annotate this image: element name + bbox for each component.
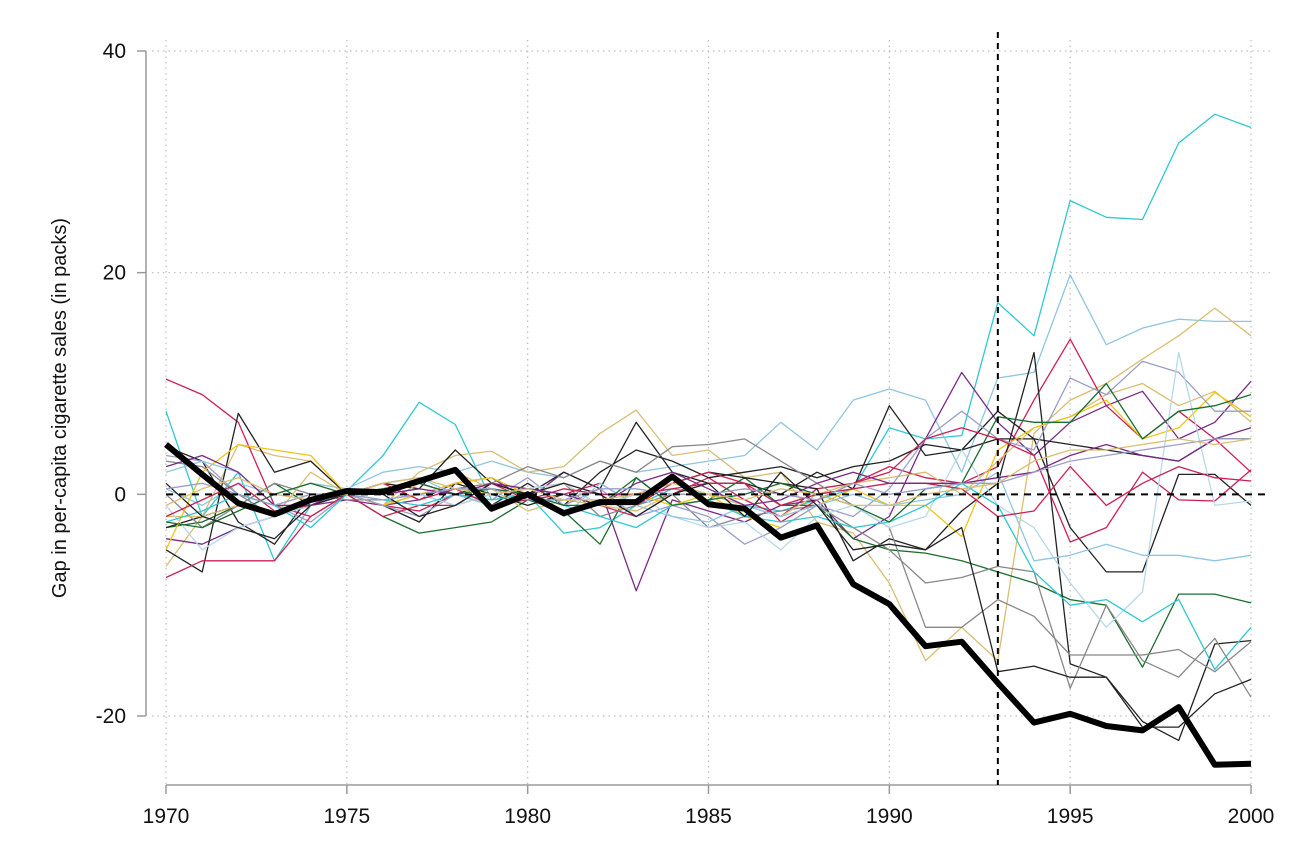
y-tick-label: 40 [103,40,126,63]
donor-series-line [165,438,1252,673]
donor-series-group [165,113,1252,742]
x-tick-label: 1975 [323,805,370,828]
donor-series-line [165,438,1252,507]
gridlines [152,40,1270,785]
donor-series-line [165,391,1252,551]
y-tick-label: -20 [96,705,126,728]
x-tick-label: 1970 [143,805,190,828]
tick-labels: -20 0 20 40 1970 1975 1980 1985 1990 1995 2000 [96,40,1275,828]
y-tick-label: 0 [114,483,126,506]
y-axis-title: Gap in per-capita cigarette sales (in pa… [49,218,71,598]
x-tick-label: 1995 [1047,805,1094,828]
x-tick-label: 1990 [866,805,913,828]
treated-series-line [164,442,1252,768]
reference-lines [166,32,1270,785]
axes [137,50,1252,794]
x-tick-label: 1980 [504,805,551,828]
donor-series-line [165,274,1251,507]
x-tick-label: 2000 [1228,805,1275,828]
donor-series-line [165,351,1252,628]
highlight-series-group [164,442,1252,768]
y-tick-label: 20 [103,262,126,285]
x-tick-label: 1985 [685,805,732,828]
